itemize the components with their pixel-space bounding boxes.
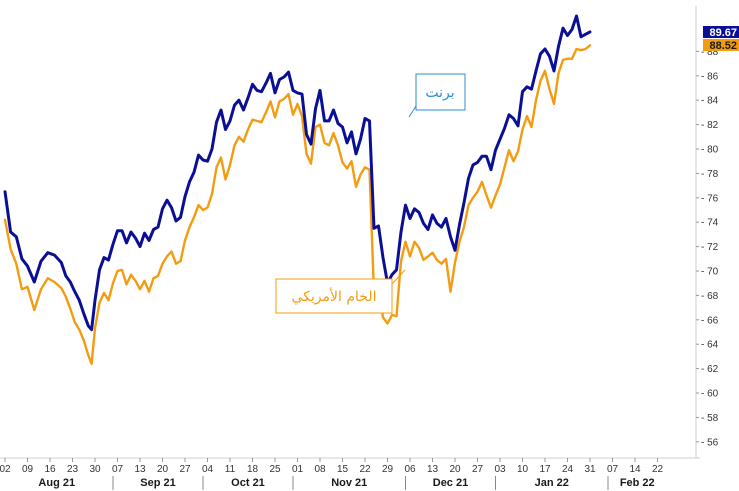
series-line	[3, 14, 592, 332]
y-tick-label: - 56	[701, 437, 719, 448]
y-tick-label: - 64	[701, 340, 719, 351]
y-tick-label: - 88	[701, 47, 719, 58]
x-tick-label: 16	[44, 464, 56, 475]
y-axis-ticks: - 56 - 58 - 60 - 62 - 64 - 66 - 68 - 70 - 72 - 74…	[696, 47, 719, 448]
brent-last-value: 89.67	[709, 27, 737, 39]
x-tick-label: 18	[247, 464, 259, 475]
plot-area	[0, 6, 700, 459]
x-tick-label: 31	[584, 464, 596, 475]
y-tick-label: - 68	[701, 291, 719, 302]
x-tick-label: 27	[179, 464, 191, 475]
y-tick-label: - 82	[701, 120, 719, 131]
x-tick-label: 07	[607, 464, 619, 475]
y-tick-label: - 78	[701, 169, 719, 180]
brent-annotation-text: برنت	[425, 85, 454, 101]
x-tick-label: 11	[225, 464, 236, 475]
wti-annotation-leader	[391, 269, 406, 285]
y-tick-label: - 62	[701, 364, 719, 375]
last-value-labels: 89.67 88.52	[703, 26, 739, 52]
y-tick-label: - 60	[701, 389, 719, 400]
month-label: Nov 21	[331, 477, 367, 489]
x-tick-label: 20	[157, 464, 169, 475]
x-tick-label: 20	[449, 464, 461, 475]
x-tick-label: 07	[112, 464, 124, 475]
x-axis-ticks: 02 09 16 23 30 07 13 20 27 04 11 18 25 01 08 15 22 29 06 13…	[0, 458, 663, 475]
x-tick-label: 15	[337, 464, 349, 475]
annotations-layer: برنت الخام الأمريكي	[275, 73, 466, 314]
month-label: Aug 21	[38, 477, 75, 489]
x-tick-label: 17	[539, 464, 551, 475]
wti-annotation-text: الخام الأمريكي	[292, 287, 377, 305]
month-label: Dec 21	[433, 477, 468, 489]
x-tick-label: 27	[472, 464, 484, 475]
x-tick-label: 23	[67, 464, 79, 475]
x-tick-label: 29	[382, 464, 394, 475]
brent-annotation-leader	[408, 105, 417, 118]
x-tick-label: 25	[269, 464, 281, 475]
x-tick-label: 01	[292, 464, 304, 475]
y-tick-label: - 70	[701, 267, 719, 278]
series-line	[3, 44, 592, 365]
x-tick-label: 04	[202, 464, 214, 475]
month-label: Jan 22	[535, 477, 569, 489]
x-tick-label: 09	[22, 464, 34, 475]
x-tick-label: 22	[359, 464, 371, 475]
x-tick-label: 03	[494, 464, 506, 475]
x-tick-label: 10	[517, 464, 529, 475]
brent-last-value-box	[703, 26, 739, 38]
month-label: Sep 21	[140, 477, 175, 489]
wti-last-value-box	[703, 39, 739, 51]
x-tick-label: 22	[652, 464, 664, 475]
y-tick-label: - 84	[701, 96, 719, 107]
x-tick-label: 06	[404, 464, 416, 475]
x-tick-label: 30	[89, 464, 101, 475]
y-tick-label: - 74	[701, 218, 719, 229]
brent-annotation-box	[415, 73, 466, 111]
wti-annotation: الخام الأمريكي	[275, 269, 406, 314]
x-tick-label: 24	[562, 464, 574, 475]
month-label: Feb 22	[620, 477, 655, 489]
x-tick-label: 02	[0, 464, 11, 475]
month-label: Oct 21	[231, 477, 265, 489]
x-axis-months: Aug 21 Sep 21 Oct 21 Nov 21 Dec 21 Jan 22 Feb …	[38, 476, 655, 490]
wti-last-value: 88.52	[709, 40, 737, 52]
brent-annotation: برنت	[408, 73, 466, 118]
y-tick-label: - 58	[701, 413, 719, 424]
series-layer	[3, 14, 592, 365]
y-tick-label: - 86	[701, 71, 719, 82]
wti-annotation-box	[275, 278, 393, 314]
x-tick-label: 13	[427, 464, 439, 475]
y-tick-label: - 72	[701, 242, 719, 253]
y-tick-label: - 76	[701, 193, 719, 204]
x-tick-label: 13	[134, 464, 146, 475]
y-tick-label: - 66	[701, 315, 719, 326]
y-tick-label: - 80	[701, 145, 719, 156]
x-tick-label: 08	[314, 464, 326, 475]
x-tick-label: 14	[629, 464, 641, 475]
